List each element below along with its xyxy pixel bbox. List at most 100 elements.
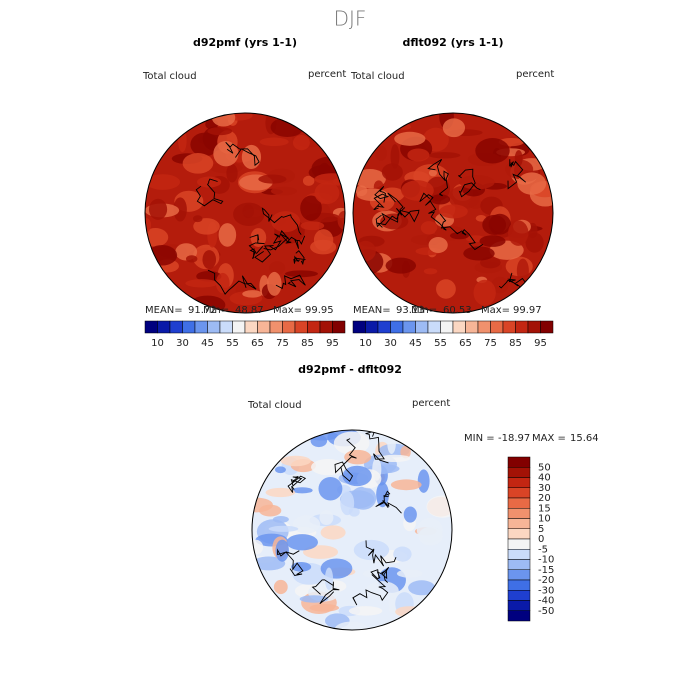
stat-label: MAX = xyxy=(532,433,566,444)
map-patch xyxy=(428,152,461,159)
colorbar-label: 30 xyxy=(538,483,551,494)
map-patch xyxy=(488,213,511,235)
map-patch xyxy=(491,276,509,294)
map-patch xyxy=(375,145,387,161)
colorbar-label: 10 xyxy=(538,514,551,525)
map-patch xyxy=(252,556,286,571)
map-patch xyxy=(428,237,448,253)
map-patch xyxy=(334,621,369,630)
colorbar-box xyxy=(507,477,531,488)
colorbar-box xyxy=(182,320,196,334)
map-patch xyxy=(292,515,321,534)
map-patch xyxy=(259,137,289,147)
map-patch xyxy=(193,218,220,235)
colorbar-box xyxy=(527,320,541,334)
map-patch xyxy=(192,215,203,223)
colorbar-box xyxy=(294,320,308,334)
coastline xyxy=(507,159,526,190)
map-patch xyxy=(299,595,329,603)
map-patch xyxy=(286,534,318,551)
colorbar-label: -50 xyxy=(538,606,554,617)
coastline xyxy=(370,566,390,583)
coastline xyxy=(275,274,306,290)
colorbar-box xyxy=(507,497,531,509)
map-outline xyxy=(144,112,346,314)
coastline xyxy=(287,475,307,493)
map-patch xyxy=(376,482,389,508)
colorbar-box xyxy=(507,590,531,601)
map-outline xyxy=(251,429,453,631)
coastline xyxy=(277,548,304,577)
map-patch xyxy=(190,132,219,157)
colorbar-box xyxy=(377,320,391,334)
map-patch xyxy=(381,163,403,181)
colorbar-box xyxy=(415,320,429,334)
map-patch xyxy=(242,290,263,298)
coastline xyxy=(365,540,397,567)
map-patch xyxy=(508,220,529,246)
colorbar-box xyxy=(390,320,404,334)
map-patch xyxy=(270,186,297,196)
colorbar-label: 15 xyxy=(538,503,551,514)
coastline xyxy=(311,579,340,605)
colorbar-box xyxy=(169,320,183,334)
coastline xyxy=(352,574,389,606)
map-patch xyxy=(310,239,337,255)
map-patch xyxy=(428,169,438,177)
map-patch xyxy=(252,497,273,513)
map-patch xyxy=(268,525,299,532)
colorbar-box xyxy=(507,467,531,478)
stat-value: 91.72 xyxy=(188,305,217,316)
map-patch xyxy=(420,221,438,235)
colorbar-label: 30 xyxy=(384,338,397,349)
units-label: percent xyxy=(308,69,346,80)
colorbar-box xyxy=(507,508,531,519)
map-patch xyxy=(380,213,409,230)
panel-title: dflt092 (yrs 1-1) xyxy=(403,36,504,49)
map-patch xyxy=(394,131,426,146)
stat-label: MIN = xyxy=(464,433,495,444)
map-patch xyxy=(525,232,544,253)
variable-label: Total cloud xyxy=(142,71,197,82)
colorbar-box xyxy=(502,320,516,334)
map-patch xyxy=(514,150,523,167)
colorbar-box xyxy=(507,610,531,622)
stat-value: 93.13 xyxy=(396,305,425,316)
map-patch xyxy=(291,487,313,494)
colorbar-label: 40 xyxy=(538,473,551,484)
stat-label: MEAN= xyxy=(353,305,391,316)
colorbar-label: 95 xyxy=(534,338,547,349)
map-patch xyxy=(320,525,346,540)
map-patch xyxy=(302,175,315,186)
colorbar-box xyxy=(507,518,531,529)
map-patch xyxy=(436,279,456,299)
coastline xyxy=(334,438,357,482)
stat-label: Max= xyxy=(481,305,510,316)
map-patch xyxy=(475,137,510,164)
colorbar-box xyxy=(440,320,454,334)
map-patch xyxy=(213,141,239,167)
map-patch xyxy=(340,491,355,516)
map-patch xyxy=(275,539,289,562)
map-patch xyxy=(233,202,265,226)
map-patch xyxy=(314,182,340,205)
map-patch xyxy=(390,144,400,169)
colorbar-label: 30 xyxy=(176,338,189,349)
colorbar-label: 5 xyxy=(538,524,544,535)
map-patch xyxy=(353,539,390,561)
map-patch xyxy=(324,567,334,590)
map-outline xyxy=(352,112,554,314)
colorbar-label: 95 xyxy=(326,338,339,349)
map-patch xyxy=(439,204,468,219)
map xyxy=(252,430,452,630)
coastline xyxy=(207,269,257,295)
stat-label: Max= xyxy=(273,305,302,316)
map-patch xyxy=(385,257,417,274)
colorbar-label: -20 xyxy=(538,575,554,586)
colorbar-label: -5 xyxy=(538,544,548,555)
colorbar-label: 45 xyxy=(409,338,422,349)
map-patch xyxy=(185,279,218,288)
coastline xyxy=(375,490,402,514)
map-patch xyxy=(342,465,372,487)
coastline xyxy=(458,168,481,198)
